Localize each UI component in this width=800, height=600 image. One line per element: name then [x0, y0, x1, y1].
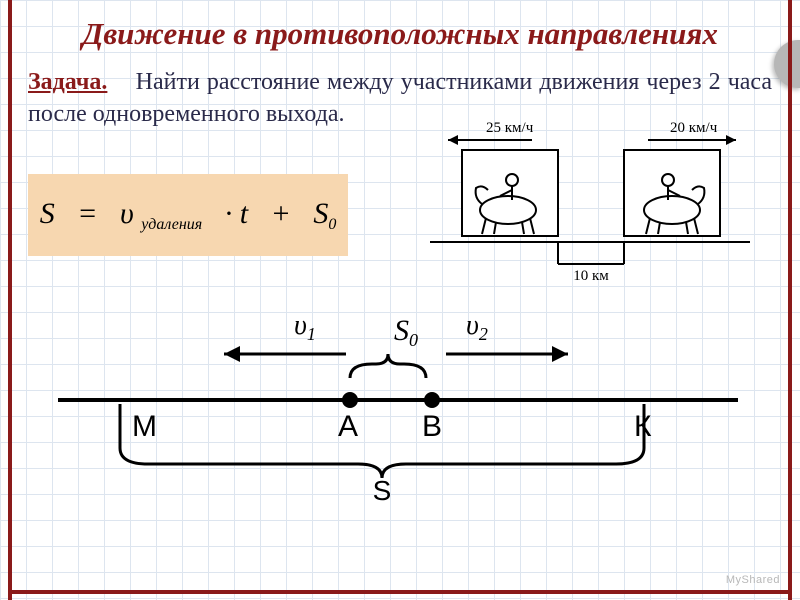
- diagram-svg: υ1 S0 υ2 S: [28, 312, 768, 502]
- formula-v-sub: удаления: [141, 216, 202, 233]
- border-right: [788, 0, 792, 600]
- arrow-left-head: [448, 135, 458, 145]
- formula-eq: =: [77, 197, 97, 230]
- speed-left-label: 25 км/ч: [486, 120, 534, 136]
- formula-S0: S: [313, 197, 328, 230]
- label-A: А: [338, 410, 358, 444]
- label-B: В: [422, 410, 442, 444]
- formula-dot: ·: [225, 197, 233, 230]
- gap-label: 10 км: [573, 268, 609, 284]
- formula-t: t: [240, 197, 248, 230]
- illustration: 25 км/ч 20 км/ч: [426, 118, 754, 288]
- formula: S = υ удаления · t + S0: [40, 197, 337, 234]
- speed-right-label: 20 км/ч: [670, 120, 718, 136]
- v2-arrow-head: [552, 346, 568, 362]
- s-brace: [120, 448, 644, 478]
- formula-S: S: [40, 197, 55, 230]
- page-title: Движение в противоположных направлениях: [28, 16, 772, 52]
- v1-arrow-head: [224, 346, 240, 362]
- s0-brace: [350, 354, 426, 378]
- label-K: К: [634, 410, 651, 444]
- s0-label: S0: [394, 314, 418, 350]
- formula-v: υ: [120, 197, 134, 230]
- mid-row: S = υ удаления · t + S0 25 км/ч 20 км/ч: [28, 140, 772, 310]
- point-A: [342, 392, 358, 408]
- border-bottom: [8, 590, 792, 594]
- formula-box: S = υ удаления · t + S0: [28, 174, 348, 256]
- formula-S0-sub: 0: [328, 216, 336, 233]
- formula-plus: +: [271, 197, 291, 230]
- v2-label: υ2: [466, 312, 488, 344]
- arrow-right-head: [726, 135, 736, 145]
- label-M: М: [132, 410, 157, 444]
- number-line-diagram: υ1 S0 υ2 S М А В К: [28, 312, 772, 502]
- watermark: MyShared: [726, 574, 780, 586]
- v1-label: υ1: [294, 312, 316, 344]
- task-label: Задача.: [28, 69, 107, 95]
- border-left: [8, 0, 12, 600]
- slide: Движение в противоположных направлениях …: [0, 0, 800, 600]
- point-B: [424, 392, 440, 408]
- S-label: S: [373, 475, 392, 502]
